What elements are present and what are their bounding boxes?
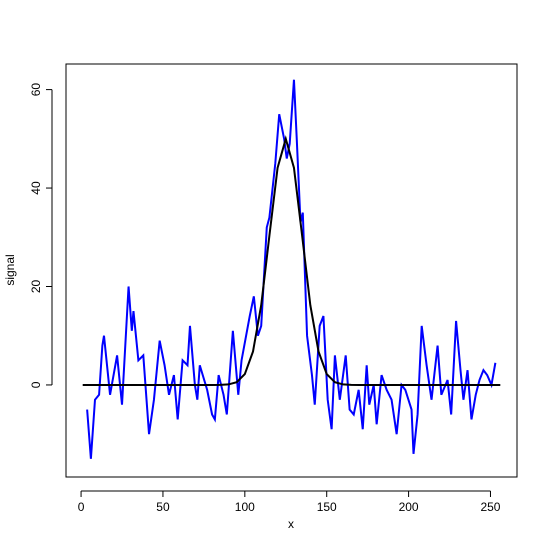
x-tick-label: 250 xyxy=(480,500,500,514)
x-tick-label: 200 xyxy=(399,500,419,514)
y-tick-label: 40 xyxy=(29,181,43,195)
x-tick-label: 0 xyxy=(78,500,85,514)
x-tick-label: 150 xyxy=(317,500,337,514)
plot-box xyxy=(65,63,518,478)
y-tick-label: 20 xyxy=(29,280,43,294)
series-line xyxy=(82,135,501,386)
series-line xyxy=(86,79,497,459)
y-tick-label: 60 xyxy=(29,83,43,97)
x-tick-label: 50 xyxy=(156,500,170,514)
x-axis-label: x xyxy=(288,517,294,531)
x-tick-label: 100 xyxy=(235,500,255,514)
y-tick-label: 0 xyxy=(29,381,43,388)
y-axis-label: signal xyxy=(3,254,17,285)
